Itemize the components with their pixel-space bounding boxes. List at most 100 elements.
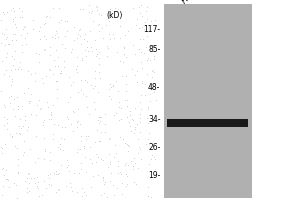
Point: [6, 75, 11, 78]
Point: [145, 58, 149, 62]
Point: [74, 56, 79, 59]
Point: [44, 100, 49, 103]
Point: [85, 134, 90, 138]
Point: [136, 47, 141, 51]
Point: [106, 20, 111, 23]
Point: [16, 67, 21, 70]
Point: [144, 142, 148, 145]
Point: [149, 76, 154, 79]
Point: [58, 71, 63, 75]
Point: [74, 37, 79, 40]
Point: [56, 64, 61, 67]
Point: [63, 46, 68, 49]
Point: [148, 23, 153, 26]
Point: [38, 26, 43, 29]
Point: [123, 99, 128, 102]
Point: [11, 57, 16, 61]
Point: [51, 72, 56, 76]
Point: [5, 51, 10, 55]
Point: [23, 180, 28, 183]
Point: [100, 179, 105, 182]
Point: [52, 34, 57, 37]
Point: [136, 6, 141, 9]
Point: [55, 32, 60, 35]
Point: [42, 49, 47, 52]
Point: [107, 163, 112, 166]
Point: [6, 178, 10, 181]
Point: [103, 123, 107, 126]
Point: [81, 147, 86, 150]
Point: [90, 161, 94, 164]
Point: [104, 55, 109, 58]
Point: [44, 15, 48, 19]
Point: [74, 70, 79, 74]
Point: [101, 175, 106, 178]
Point: [76, 108, 81, 111]
Point: [79, 134, 83, 137]
Point: [82, 38, 87, 41]
Point: [112, 37, 117, 40]
Point: [98, 140, 103, 143]
Point: [58, 143, 63, 146]
Point: [64, 166, 69, 169]
Point: [29, 92, 34, 95]
Point: [94, 5, 98, 8]
Point: [22, 26, 27, 29]
Point: [100, 176, 105, 179]
Point: [109, 85, 114, 88]
Point: [140, 79, 145, 82]
Point: [9, 8, 14, 12]
Point: [47, 15, 52, 19]
Point: [86, 3, 91, 6]
Point: [146, 137, 151, 141]
Point: [149, 70, 154, 73]
Point: [142, 83, 147, 86]
Point: [52, 58, 57, 61]
Point: [99, 193, 104, 197]
Point: [124, 184, 128, 188]
Point: [41, 158, 46, 161]
Point: [28, 112, 33, 115]
Point: [76, 172, 81, 175]
Point: [115, 7, 120, 10]
Text: 48-: 48-: [148, 82, 160, 92]
Point: [25, 31, 30, 35]
Point: [142, 51, 147, 54]
Text: 34-: 34-: [148, 116, 161, 124]
Point: [96, 155, 100, 158]
Point: [25, 87, 30, 90]
Point: [119, 181, 124, 185]
Point: [10, 64, 15, 67]
Point: [2, 103, 7, 106]
Point: [134, 122, 139, 126]
Point: [53, 190, 58, 194]
Point: [113, 7, 118, 10]
Point: [2, 123, 6, 127]
Point: [116, 118, 121, 121]
Point: [1, 12, 6, 16]
Point: [46, 174, 51, 177]
Point: [94, 54, 99, 57]
Point: [99, 13, 104, 16]
Point: [146, 195, 151, 198]
Point: [3, 177, 8, 180]
Point: [94, 153, 98, 156]
Point: [59, 125, 64, 128]
Point: [0, 90, 3, 93]
Point: [141, 27, 146, 30]
Point: [56, 55, 60, 58]
Point: [5, 117, 10, 121]
Point: [83, 171, 88, 174]
Point: [11, 107, 16, 110]
Point: [83, 155, 88, 159]
Point: [93, 161, 98, 164]
Point: [109, 97, 114, 100]
Point: [58, 148, 62, 151]
Point: [137, 27, 142, 30]
Point: [119, 172, 124, 175]
Point: [96, 70, 101, 73]
Point: [1, 10, 6, 13]
Point: [48, 69, 53, 72]
Point: [114, 151, 119, 155]
Point: [56, 6, 61, 9]
